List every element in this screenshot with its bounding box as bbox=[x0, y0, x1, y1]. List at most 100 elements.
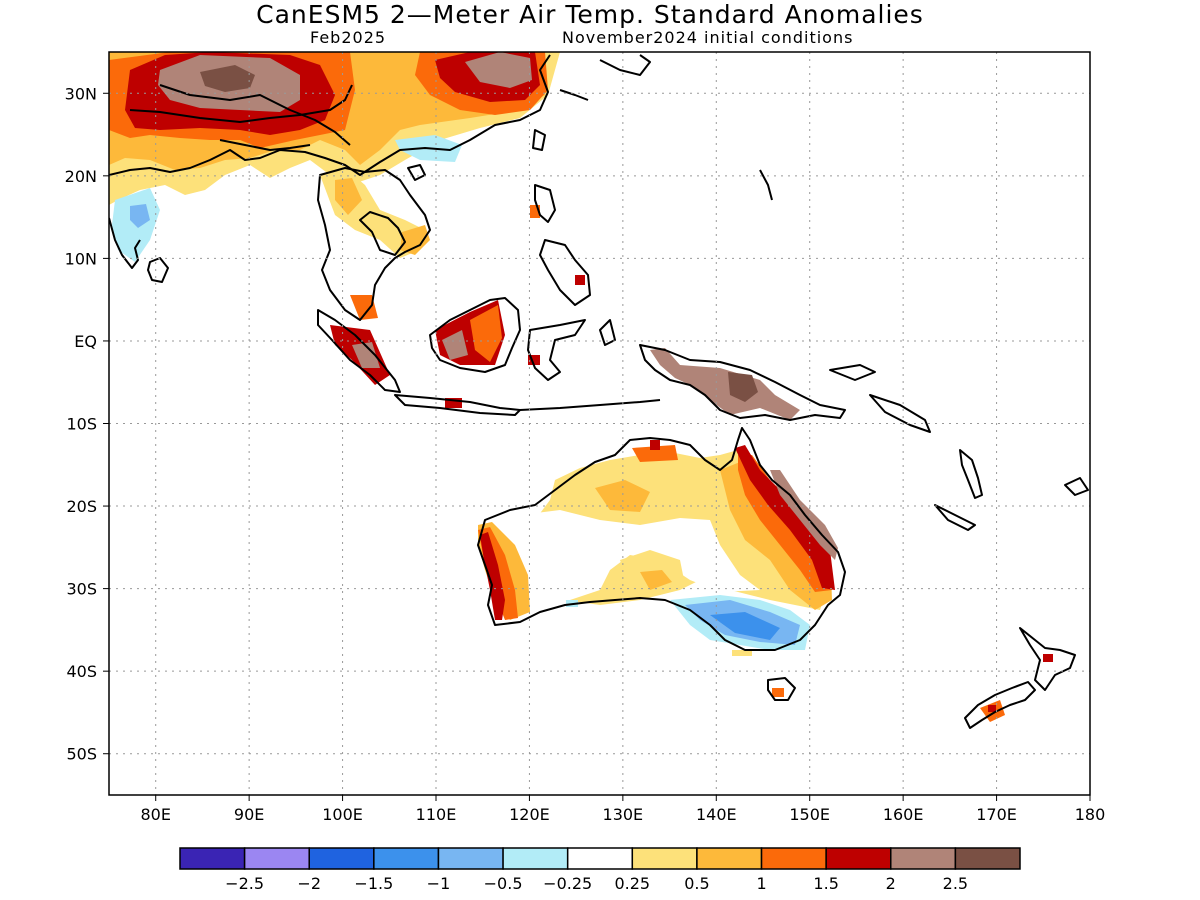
x-tick-label: 150E bbox=[789, 805, 830, 824]
coastline-ryukyu bbox=[559, 89, 589, 101]
y-tick-label: 30S bbox=[66, 580, 97, 599]
anomaly-region-east-china-brown bbox=[465, 52, 532, 88]
coastline-japan-south bbox=[599, 54, 651, 76]
y-tick-label: 10S bbox=[66, 415, 97, 434]
colorbar-label: 0.25 bbox=[614, 874, 650, 893]
colorbar-boxes bbox=[179, 847, 1021, 870]
coastline-hainan bbox=[407, 164, 426, 181]
anomaly-region-philippines-red bbox=[575, 275, 585, 285]
colorbar-swatch bbox=[696, 847, 763, 870]
anomaly-region-borneo-orange bbox=[470, 305, 502, 362]
coastline-vanuatu bbox=[959, 449, 983, 499]
x-tick-label: 120E bbox=[509, 805, 550, 824]
colorbar-swatch bbox=[566, 847, 634, 870]
x-tick-label: 110E bbox=[416, 805, 457, 824]
anomaly-region-australia-central-orange bbox=[640, 570, 672, 590]
coastline-nz-south bbox=[964, 681, 1036, 729]
anomaly-region-australia-north-orange bbox=[595, 480, 650, 512]
coastline-luzon bbox=[534, 184, 556, 223]
coastline-lesser-sunda bbox=[519, 399, 661, 411]
coastline-nepal bbox=[219, 139, 311, 151]
coastline-java bbox=[394, 394, 521, 416]
colorbar-label: −0.25 bbox=[543, 874, 592, 893]
colorbar-label: −1 bbox=[427, 874, 451, 893]
colorbar-labels: −2.5 −2 −1.5 −1 −0.5 −0.25 0.25 0.5 1 1.5 2 2.5 bbox=[225, 874, 968, 893]
anomaly-region-new-guinea-dark bbox=[728, 372, 758, 402]
y-tick-label: EQ bbox=[74, 332, 97, 351]
coastline-india-west bbox=[109, 217, 141, 269]
y-tick-label: 20N bbox=[65, 167, 97, 186]
coastline-taiwan bbox=[532, 129, 546, 151]
x-tick-label: 130E bbox=[603, 805, 644, 824]
coastline-new-guinea bbox=[639, 344, 846, 421]
anomaly-region-borneo-brown bbox=[442, 330, 468, 360]
anomaly-region-indochina-orange bbox=[335, 178, 362, 215]
colorbar-label: −0.5 bbox=[484, 874, 523, 893]
coastline-sumatra bbox=[317, 309, 401, 393]
anomaly-region-sumatra-brown bbox=[352, 342, 380, 368]
x-tick-label: 90E bbox=[234, 805, 264, 824]
coastline-new-caledonia bbox=[934, 504, 976, 531]
x-tick-label: 100E bbox=[322, 805, 363, 824]
coastline-tibet-border bbox=[159, 84, 351, 146]
anomaly-region-india-cool-core bbox=[130, 204, 150, 228]
anomaly-region-western-australia-red bbox=[480, 532, 505, 620]
colorbar-swatch bbox=[760, 847, 827, 870]
colorbar-label: 0.5 bbox=[684, 874, 709, 893]
coastline-tibet-border-2 bbox=[129, 84, 353, 123]
colorbar-swatch bbox=[179, 847, 246, 870]
coastline-india bbox=[109, 54, 551, 176]
x-tick-label: 160E bbox=[883, 805, 924, 824]
y-tick-label: 20S bbox=[66, 497, 97, 516]
colorbar-swatch bbox=[243, 847, 310, 870]
y-tick-label: 30N bbox=[65, 84, 97, 103]
colorbar-swatch bbox=[954, 847, 1021, 870]
coastline-new-britain bbox=[829, 364, 876, 381]
colorbar-label: 1 bbox=[756, 874, 766, 893]
colorbar-label: −1.5 bbox=[354, 874, 393, 893]
forecast-month: Feb2025 bbox=[310, 28, 387, 47]
gridlines bbox=[109, 52, 1090, 795]
colorbar-swatch bbox=[308, 847, 375, 870]
coastline-moluccas bbox=[599, 319, 616, 346]
coastline-fiji bbox=[1064, 477, 1089, 496]
anomaly-region-new-zealand-south-red bbox=[988, 705, 996, 712]
coastline-solomons bbox=[869, 394, 931, 433]
colorbar-swatch bbox=[437, 847, 504, 870]
axis-ticks: 80E 90E 100E 110E 120E 130E 140E 150E 160E 170E 18… bbox=[65, 84, 1106, 824]
colorbar-swatch bbox=[373, 847, 440, 870]
colorbar-swatch bbox=[890, 847, 957, 870]
coastline-borneo bbox=[429, 297, 521, 373]
colorbar-label: 1.5 bbox=[813, 874, 838, 893]
anomaly-region-malaya-orange bbox=[350, 295, 378, 320]
coastline-sulawesi bbox=[527, 319, 586, 381]
coastline-tasmania bbox=[767, 677, 796, 701]
coastlines bbox=[109, 54, 1089, 729]
colorbar-label: −2 bbox=[297, 874, 321, 893]
anomaly-region-southeast-australia-cool-core bbox=[710, 612, 780, 640]
initial-conditions: November2024 initial conditions bbox=[562, 28, 854, 47]
colorbar-swatch bbox=[631, 847, 698, 870]
anomaly-region-vietnam-orange bbox=[400, 225, 430, 255]
anomaly-region-australia-top-orange bbox=[632, 445, 678, 462]
anomaly-region-australia-east-red bbox=[735, 445, 835, 590]
anomaly-region-australia-white bbox=[485, 510, 760, 600]
coastline-philippines-south bbox=[539, 239, 591, 306]
y-tick-label: 40S bbox=[66, 662, 97, 681]
anomaly-region-australia-top-red bbox=[650, 440, 660, 450]
coastline-australia bbox=[477, 427, 846, 651]
y-tick-label: 10N bbox=[65, 249, 97, 268]
x-tick-label: 170E bbox=[976, 805, 1017, 824]
coastline-indochina bbox=[317, 167, 431, 321]
anomaly-region-bass-strait-yellow bbox=[732, 650, 752, 656]
coastline-gulf-of-thailand bbox=[359, 211, 406, 256]
colorbar-swatch bbox=[825, 847, 892, 870]
anomaly-region-new-guinea-brown bbox=[650, 348, 800, 420]
x-tick-label: 180 bbox=[1075, 805, 1106, 824]
anomaly-region-tibet-dark bbox=[200, 65, 255, 92]
x-tick-label: 140E bbox=[696, 805, 737, 824]
anomaly-region-tasmania-orange bbox=[772, 688, 784, 697]
x-tick-label: 80E bbox=[140, 805, 170, 824]
